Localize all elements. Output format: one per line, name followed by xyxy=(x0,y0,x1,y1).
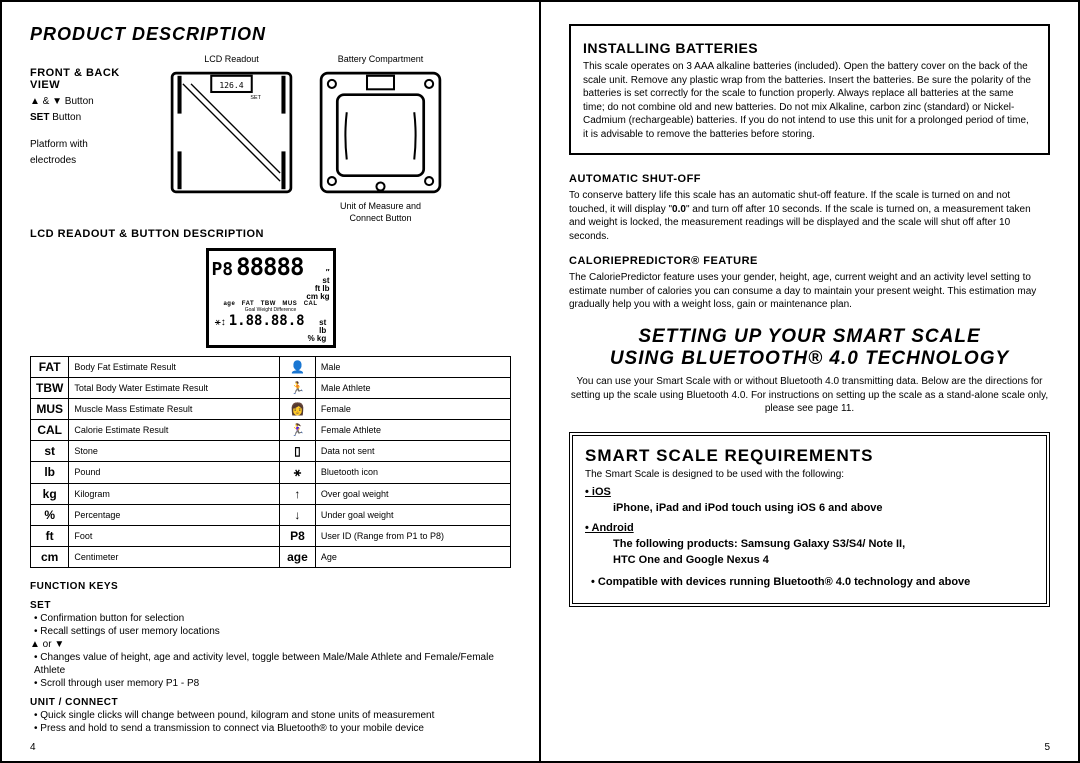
page-number-4: 4 xyxy=(30,742,36,753)
req-ios: iOS xyxy=(585,485,1034,501)
lcd-digits: 88888 xyxy=(236,253,303,281)
table-row: ftFootP8User ID (Range from P1 to P8) xyxy=(31,525,511,546)
req-intro: The Smart Scale is designed to be used w… xyxy=(585,468,1034,482)
table-row: lbPound⚹Bluetooth icon xyxy=(31,461,511,483)
front-diagram: LCD Readout 126.4 SET xyxy=(164,53,299,224)
platform-label-1: Platform with xyxy=(30,139,150,150)
table-row: CALCalorie Estimate Result🏃‍♀️Female Ath… xyxy=(31,419,511,440)
symbol-table: FATBody Fat Estimate Result👤MaleTBWTotal… xyxy=(30,356,511,568)
req-android: Android xyxy=(585,521,1034,537)
cal-body: The CaloriePredictor feature uses your g… xyxy=(569,271,1050,312)
auto-body: To conserve battery life this scale has … xyxy=(569,189,1050,243)
platform-label-2: electrodes xyxy=(30,155,150,166)
req-ios-sub: iPhone, iPad and iPod touch using iOS 6 … xyxy=(585,501,1034,517)
func-keys-h: FUNCTION KEYS xyxy=(30,580,511,593)
lcd-readout-heading: LCD READOUT & BUTTON DESCRIPTION xyxy=(30,228,511,240)
auto-h: AUTOMATIC SHUT-OFF xyxy=(569,173,1050,185)
installing-batteries-box: INSTALLING BATTERIES This scale operates… xyxy=(569,24,1050,155)
setup-l2: USING BLUETOOTH® 4.0 TECHNOLOGY xyxy=(569,348,1050,371)
arr-list: Changes value of height, age and activit… xyxy=(30,651,511,690)
req-h: SMART SCALE REQUIREMENTS xyxy=(585,446,1034,466)
table-row: cmCentimeterageAge xyxy=(31,546,511,567)
function-keys-section: FUNCTION KEYS SET Confirmation button fo… xyxy=(30,574,511,735)
set-label: SET Button xyxy=(30,112,150,123)
unit-h: UNIT / CONNECT xyxy=(30,696,511,709)
install-h: INSTALLING BATTERIES xyxy=(583,40,1036,56)
unit-list: Quick single clicks will change between … xyxy=(30,709,511,735)
front-back-labels: FRONT & BACK VIEW ▲ & ▼ Button SET Butto… xyxy=(30,53,150,224)
back-diagram: Battery Compartment Unit of Measure and … xyxy=(313,53,448,224)
lcd-units-1: ″stft lbcm kg xyxy=(306,269,329,301)
svg-text:126.4: 126.4 xyxy=(219,80,243,90)
front-back-heading: FRONT & BACK VIEW xyxy=(30,67,150,91)
table-row: FATBody Fat Estimate Result👤Male xyxy=(31,356,511,377)
scale-back-icon xyxy=(313,65,448,200)
page-5: INSTALLING BATTERIES This scale operates… xyxy=(541,2,1078,761)
scale-front-icon: 126.4 SET xyxy=(164,65,299,200)
set-list: Confirmation button for selectionRecall … xyxy=(30,612,511,638)
setup-body: You can use your Smart Scale with or wit… xyxy=(569,375,1050,416)
svg-text:SET: SET xyxy=(250,95,261,101)
arr-h: ▲ or ▼ xyxy=(30,638,511,651)
diagram-row: FRONT & BACK VIEW ▲ & ▼ Button SET Butto… xyxy=(30,53,511,224)
setup-title: SETTING UP YOUR SMART SCALE USING BLUETO… xyxy=(569,326,1050,372)
req-and-sub1: The following products: Samsung Galaxy S… xyxy=(585,537,1034,553)
lcd-p8: P8 xyxy=(211,259,233,280)
req-compat: • Compatible with devices running Blueto… xyxy=(585,575,1034,591)
table-row: %Percentage↓Under goal weight xyxy=(31,504,511,525)
product-description-title: PRODUCT DESCRIPTION xyxy=(30,24,511,45)
updown-label: ▲ & ▼ Button xyxy=(30,96,150,107)
table-row: TBWTotal Body Water Estimate Result🏃Male… xyxy=(31,377,511,398)
battery-caption: Battery Compartment xyxy=(338,55,424,65)
table-row: kgKilogram↑Over goal weight xyxy=(31,483,511,504)
requirements-box: SMART SCALE REQUIREMENTS The Smart Scale… xyxy=(569,432,1050,607)
lcd-units-2: stlb% kg xyxy=(308,319,327,343)
lcd-digits-2: 1.88.88.8 xyxy=(229,313,305,329)
req-and-sub2: HTC One and Google Nexus 4 xyxy=(585,553,1034,569)
install-body: This scale operates on 3 AAA alkaline ba… xyxy=(583,60,1036,141)
table-row: stStone▯Data not sent xyxy=(31,440,511,461)
lcd-caption: LCD Readout xyxy=(204,55,259,65)
unit-caption-2: Connect Button xyxy=(349,214,411,224)
page-4: PRODUCT DESCRIPTION FRONT & BACK VIEW ▲ … xyxy=(2,2,541,761)
page-spread: PRODUCT DESCRIPTION FRONT & BACK VIEW ▲ … xyxy=(0,0,1080,763)
set-h: SET xyxy=(30,599,511,612)
lcd-display: P8 88888 ″stft lbcm kg age FAT TBW MUS C… xyxy=(206,248,336,348)
table-row: MUSMuscle Mass Estimate Result👩Female xyxy=(31,398,511,419)
page-number-5: 5 xyxy=(1044,742,1050,753)
cal-h: CALORIEPREDICTOR® FEATURE xyxy=(569,255,1050,267)
unit-caption-1: Unit of Measure and xyxy=(340,202,421,212)
setup-l1: SETTING UP YOUR SMART SCALE xyxy=(569,326,1050,349)
